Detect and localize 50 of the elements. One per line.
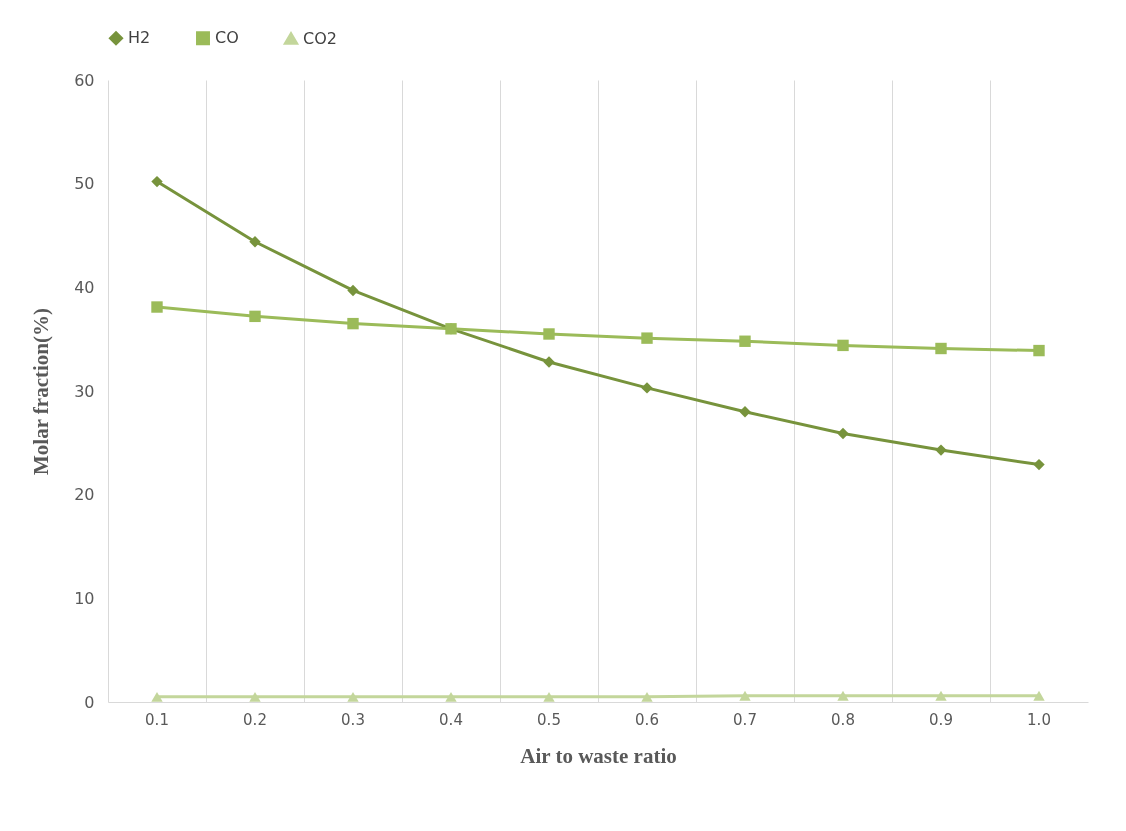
- point: [837, 339, 849, 352]
- point: [1033, 690, 1045, 701]
- y-tick-label: 10: [74, 588, 95, 608]
- point: [151, 691, 163, 702]
- point: [543, 356, 555, 368]
- point: [641, 382, 653, 394]
- x-tick-label: 0.2: [243, 710, 267, 729]
- x-tick-label: 0.3: [341, 710, 365, 729]
- y-tick-label: 60: [74, 70, 95, 90]
- point: [347, 691, 359, 702]
- point: [935, 690, 947, 701]
- point: [739, 335, 751, 347]
- x-tick-label: 0.4: [439, 710, 463, 729]
- point: [347, 284, 359, 297]
- point: [249, 236, 261, 248]
- point: [543, 691, 555, 702]
- x-tick-label: 0.5: [537, 710, 561, 729]
- legend-label: CO: [215, 28, 239, 48]
- legend-label: H2: [128, 28, 151, 48]
- point: [935, 444, 947, 456]
- x-tick-label: 1.0: [1027, 710, 1051, 729]
- point: [739, 690, 751, 701]
- point: [739, 406, 751, 418]
- y-axis-title: Molar fraction(%): [29, 308, 54, 475]
- y-tick-label: 30: [74, 381, 95, 401]
- point: [641, 332, 653, 344]
- y-tick-label: 40: [74, 277, 95, 297]
- x-tick-label: 0.9: [929, 710, 953, 729]
- x-tick-label: 0.6: [635, 710, 659, 729]
- point: [837, 690, 849, 701]
- point: [837, 427, 849, 440]
- point: [249, 310, 261, 323]
- y-tick-label: 50: [74, 174, 95, 194]
- legend-label: CO2: [303, 28, 337, 48]
- point: [249, 691, 261, 702]
- point: [1033, 344, 1045, 357]
- point: [445, 691, 457, 702]
- point: [543, 328, 555, 340]
- x-axis-title: Air to waste ratio: [520, 743, 677, 768]
- y-tick-label: 20: [74, 485, 95, 505]
- y-tick-label: 0: [84, 692, 95, 712]
- x-tick-label: 0.7: [733, 710, 757, 729]
- point: [935, 342, 947, 355]
- point: [1033, 458, 1045, 471]
- x-tick-label: 0.8: [831, 710, 855, 729]
- x-tick-label: 0.1: [145, 710, 169, 729]
- point: [151, 301, 163, 313]
- point: [641, 691, 653, 702]
- point: [347, 317, 359, 330]
- point: [151, 175, 163, 188]
